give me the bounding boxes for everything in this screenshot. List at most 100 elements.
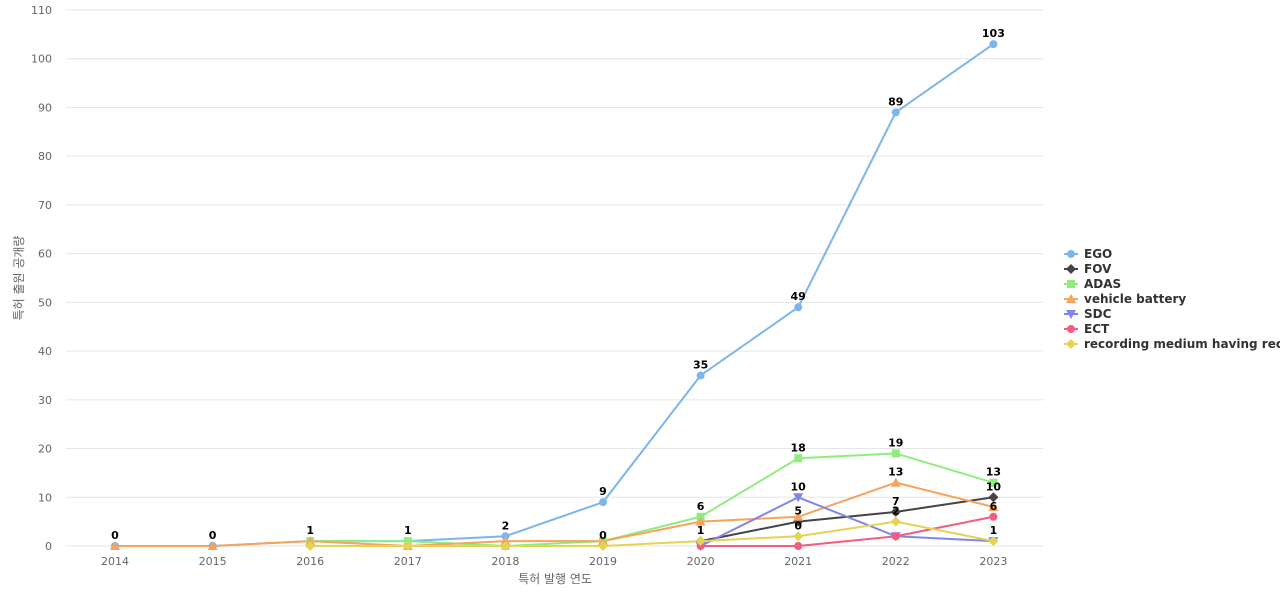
- y-tick-label: 0: [45, 540, 52, 553]
- legend-marker: [1067, 250, 1075, 258]
- data-label-ego: 103: [982, 27, 1005, 40]
- y-tick-label: 10: [38, 491, 52, 504]
- legend-item-fov: FOV: [1064, 262, 1112, 276]
- x-axis-ticks: 2014 2015 2016 2017 2018 2019 2020 2021 2022 2023: [101, 555, 1007, 568]
- data-point-ect: [989, 512, 998, 521]
- data-point-vehicle-battery: [207, 541, 218, 550]
- data-point-ego: [989, 40, 998, 49]
- legend-marker: [1066, 264, 1076, 274]
- series-line-adas: [309, 452, 995, 547]
- data-label-vehicle-battery: 13: [888, 466, 903, 479]
- data-label-ego: 1: [306, 524, 314, 537]
- data-point-adas: [794, 454, 803, 463]
- y-tick-label: 60: [38, 248, 52, 261]
- data-label-fov: 10: [986, 480, 1002, 493]
- legend-marker: [1066, 310, 1076, 319]
- data-label-adas: 6: [697, 500, 705, 513]
- data-point-ego: [599, 498, 607, 507]
- data-point-fov: [890, 506, 901, 517]
- data-label-ect: 6: [990, 500, 998, 513]
- legend-item-ego: EGO: [1064, 247, 1112, 261]
- x-tick-label: 2014: [101, 555, 129, 568]
- data-point-fov: [988, 492, 999, 503]
- legend-label: ADAS: [1084, 277, 1121, 291]
- data-label-ego: 35: [693, 358, 708, 371]
- y-tick-label: 110: [31, 4, 52, 17]
- series-line-recording-medium-having-rec: [309, 520, 995, 547]
- legend-marker: [1067, 325, 1075, 333]
- data-point-vehicle-battery: [988, 502, 999, 512]
- data-label-sdc: 10: [791, 480, 807, 493]
- data-label-adas: 18: [791, 441, 806, 454]
- data-label-recording-medium-having-rec: 0: [599, 529, 607, 542]
- data-point-adas: [891, 449, 900, 458]
- data-point-vehicle-battery: [890, 477, 901, 487]
- y-tick-label: 70: [38, 199, 52, 212]
- data-point-recording-medium-having-rec: [988, 536, 999, 547]
- x-tick-label: 2016: [296, 555, 324, 568]
- data-point-ect: [794, 542, 803, 550]
- series-markers: [110, 40, 999, 551]
- data-point-recording-medium-having-rec: [598, 541, 608, 551]
- y-tick-label: 90: [38, 101, 52, 114]
- x-tick-label: 2018: [491, 555, 519, 568]
- series-line-ego: [114, 43, 995, 547]
- legend-label: SDC: [1084, 307, 1112, 321]
- data-point-vehicle-battery: [500, 536, 511, 546]
- x-tick-label: 2020: [687, 555, 715, 568]
- data-point-vehicle-battery: [793, 511, 804, 521]
- data-label-recording-medium-having-rec: 2: [892, 505, 900, 518]
- y-tick-label: 80: [38, 150, 52, 163]
- data-label-ego: 0: [111, 529, 119, 542]
- data-label-ego: 0: [209, 529, 217, 542]
- data-point-vehicle-battery: [695, 516, 706, 526]
- data-point-vehicle-battery: [305, 536, 316, 546]
- series-lines: [114, 43, 995, 547]
- series-line-vehicle-battery: [114, 481, 995, 547]
- x-tick-label: 2017: [394, 555, 422, 568]
- data-label-ego: 2: [502, 519, 510, 532]
- y-axis-title: 특허 출원 공개량: [12, 236, 26, 321]
- data-label-fov: 5: [794, 505, 802, 518]
- legend-marker: [1066, 294, 1076, 303]
- data-label-ego: 49: [791, 290, 806, 303]
- data-point-recording-medium-having-rec: [890, 516, 901, 527]
- legend-item-vehicle-battery: vehicle battery: [1064, 292, 1186, 306]
- x-tick-label: 2022: [882, 555, 910, 568]
- legend-marker: [1067, 280, 1075, 288]
- data-label-adas: 13: [986, 466, 1001, 479]
- data-point-recording-medium-having-rec: [695, 536, 706, 547]
- y-tick-label: 100: [31, 53, 52, 66]
- series-line-sdc: [699, 496, 995, 547]
- data-label-recording-medium-having-rec: 0: [794, 519, 802, 532]
- data-point-recording-medium-having-rec: [305, 541, 316, 551]
- data-point-ego: [794, 303, 803, 312]
- legend-label: ECT: [1084, 322, 1110, 336]
- data-point-ego: [696, 371, 705, 380]
- data-point-ego: [891, 108, 900, 117]
- grid-lines: [66, 9, 1043, 547]
- y-tick-label: 20: [38, 443, 52, 456]
- data-point-recording-medium-having-rec: [500, 541, 511, 551]
- data-point-ect: [891, 532, 900, 541]
- data-label-adas: 19: [888, 436, 903, 449]
- legend-label: vehicle battery: [1084, 292, 1186, 306]
- y-tick-label: 40: [38, 345, 52, 358]
- data-point-vehicle-battery: [110, 541, 120, 550]
- legend-label: EGO: [1084, 247, 1112, 261]
- legend-item-recording-medium-having-rec: recording medium having rec...: [1064, 337, 1280, 351]
- data-point-vehicle-battery: [598, 536, 608, 546]
- legend-item-sdc: SDC: [1064, 307, 1112, 321]
- data-label-ego: 1: [404, 524, 412, 537]
- y-axis-ticks: 0 10 20 30 40 50 60 70 80 90 100 110: [31, 4, 52, 553]
- legend-marker: [1066, 339, 1076, 349]
- legend-label: FOV: [1084, 262, 1112, 276]
- legend-label: recording medium having rec...: [1084, 337, 1280, 351]
- legend-item-ect: ECT: [1064, 322, 1110, 336]
- data-point-sdc: [793, 493, 804, 503]
- legend-item-adas: ADAS: [1064, 277, 1121, 291]
